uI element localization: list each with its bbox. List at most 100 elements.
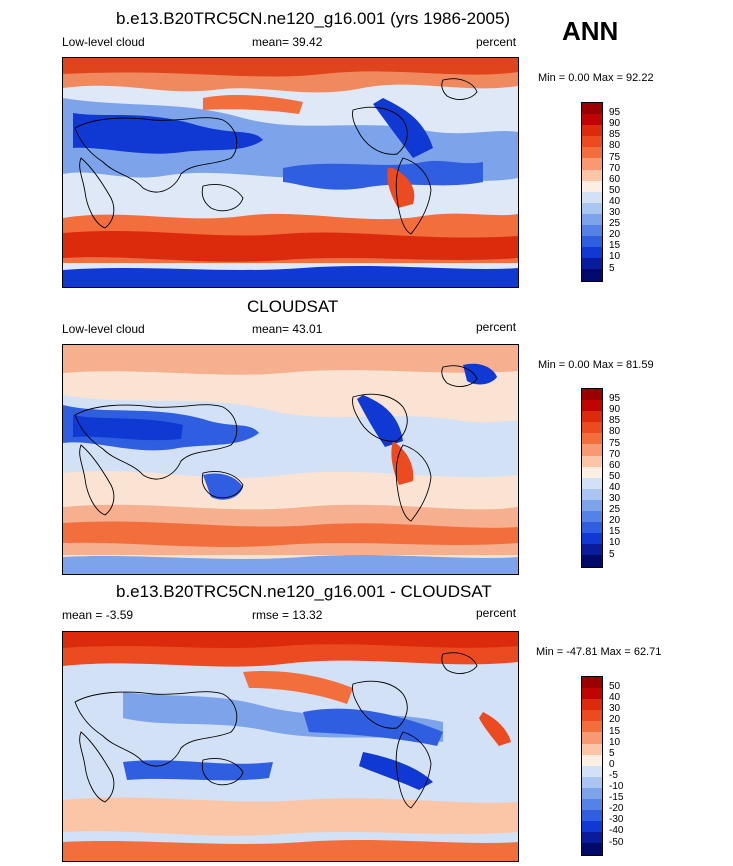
colorbar-box: [582, 787, 602, 800]
season-label: ANN: [562, 16, 619, 46]
colorbar-box: [582, 488, 602, 500]
colorbar-tick-label: 60: [609, 459, 621, 471]
colorbar-tick-label: 15: [609, 240, 621, 252]
panel-3-colorbar: [581, 676, 603, 856]
colorbar-box: [582, 721, 602, 733]
colorbar-box: [582, 499, 602, 512]
colorbar-tick-label: 50: [609, 184, 621, 196]
panel-1-map: [62, 57, 519, 288]
panel-2-minmax: Min = 0.00 Max = 81.59: [538, 359, 654, 371]
colorbar-tick-label: 40: [609, 195, 621, 207]
colorbar-box: [582, 732, 602, 744]
colorbar-box: [582, 765, 602, 777]
colorbar-box: [582, 754, 602, 766]
colorbar-box: [582, 544, 602, 556]
colorbar-tick-label: 15: [609, 725, 621, 737]
colorbar-box: [582, 103, 602, 115]
colorbar-box: [582, 710, 602, 722]
colorbar-tick-label: 20: [609, 714, 621, 726]
colorbar-box: [582, 810, 602, 822]
colorbar-tick-label: 25: [609, 504, 621, 516]
panel-2-units-label: percent: [476, 320, 517, 334]
colorbar-tick-label: 10: [609, 537, 621, 549]
colorbar-box: [582, 191, 602, 203]
colorbar-tick-label: 95: [609, 107, 621, 119]
colorbar-tick-label: 85: [609, 129, 621, 141]
colorbar-box: [582, 169, 602, 181]
colorbar-box: [582, 114, 602, 126]
panel-2-map: [62, 344, 519, 575]
colorbar-box: [582, 743, 602, 755]
colorbar-box: [582, 466, 602, 478]
colorbar-tick-label: 60: [609, 173, 621, 185]
panel-1-colorbar: [581, 102, 603, 282]
panel-2-variable-label: Low-level cloud: [62, 322, 145, 336]
colorbar-box: [582, 832, 602, 844]
panel-3-map: [62, 631, 519, 862]
panel-2-title: CLOUDSAT: [247, 297, 339, 316]
colorbar-box: [582, 411, 602, 423]
panel-1-minmax: Min = 0.00 Max = 92.22: [538, 72, 654, 84]
colorbar-tick-label: 20: [609, 515, 621, 527]
colorbar-tick-label: 5: [609, 548, 615, 560]
colorbar-tick-label: 80: [609, 426, 621, 438]
colorbar-tick-label: 10: [609, 251, 621, 263]
colorbar-tick-label: 5: [609, 262, 615, 274]
colorbar-box: [582, 400, 602, 412]
colorbar-box: [582, 422, 602, 434]
colorbar-tick-label: 5: [609, 747, 615, 759]
colorbar-box: [582, 433, 602, 445]
colorbar-box: [582, 213, 602, 226]
panel-2-mean-label: mean= 43.01: [252, 322, 323, 336]
panel-3-minmax: Min = -47.81 Max = 62.71: [536, 646, 662, 658]
colorbar-box: [582, 247, 602, 259]
colorbar-tick-label: 40: [609, 481, 621, 493]
colorbar-tick-label: 85: [609, 415, 621, 427]
colorbar-tick-label: 50: [609, 681, 621, 693]
colorbar-box: [582, 688, 602, 700]
panel-3-units-label: percent: [476, 606, 517, 620]
colorbar-tick-label: -15: [609, 792, 624, 804]
colorbar-box: [582, 821, 602, 833]
colorbar-tick-label: 80: [609, 140, 621, 152]
colorbar-box: [582, 843, 602, 855]
colorbar-tick-label: 30: [609, 493, 621, 504]
colorbar-tick-label: 95: [609, 393, 621, 405]
colorbar-box: [582, 202, 602, 214]
colorbar-tick-label: -30: [609, 814, 624, 826]
colorbar-box: [582, 158, 602, 170]
panel-3-mean-label: mean = -3.59: [62, 608, 134, 622]
colorbar-box: [582, 269, 602, 281]
colorbar-tick-label: 70: [609, 162, 621, 174]
colorbar-tick-label: 70: [609, 448, 621, 460]
colorbar-box: [582, 180, 602, 192]
colorbar-box: [582, 125, 602, 137]
colorbar-box: [582, 444, 602, 456]
colorbar-tick-label: 90: [609, 404, 621, 416]
colorbar-box: [582, 533, 602, 545]
colorbar-box: [582, 477, 602, 489]
colorbar-box: [582, 522, 602, 534]
panel-3-title: b.e13.B20TRC5CN.ne120_g16.001 - CLOUDSAT: [116, 582, 492, 601]
colorbar-box: [582, 776, 602, 788]
colorbar-box: [582, 236, 602, 248]
colorbar-tick-label: -20: [609, 803, 624, 815]
colorbar-box: [582, 225, 602, 237]
colorbar-tick-label: 0: [609, 758, 615, 770]
colorbar-tick-label: -50: [609, 836, 624, 848]
panel-3-rmse-label: rmse = 13.32: [252, 608, 323, 622]
colorbar-box: [582, 389, 602, 401]
colorbar-tick-label: 25: [609, 218, 621, 230]
panel-1-units-label: percent: [476, 35, 517, 49]
colorbar-tick-label: 90: [609, 118, 621, 130]
colorbar-tick-label: -40: [609, 825, 624, 837]
colorbar-box: [582, 511, 602, 523]
colorbar-box: [582, 677, 602, 689]
colorbar-box: [582, 136, 602, 148]
colorbar-box: [582, 555, 602, 567]
colorbar-box: [582, 147, 602, 159]
colorbar-tick-label: 50: [609, 470, 621, 482]
colorbar-tick-label: 75: [609, 437, 621, 449]
colorbar-box: [582, 799, 602, 811]
colorbar-tick-label: 20: [609, 229, 621, 241]
